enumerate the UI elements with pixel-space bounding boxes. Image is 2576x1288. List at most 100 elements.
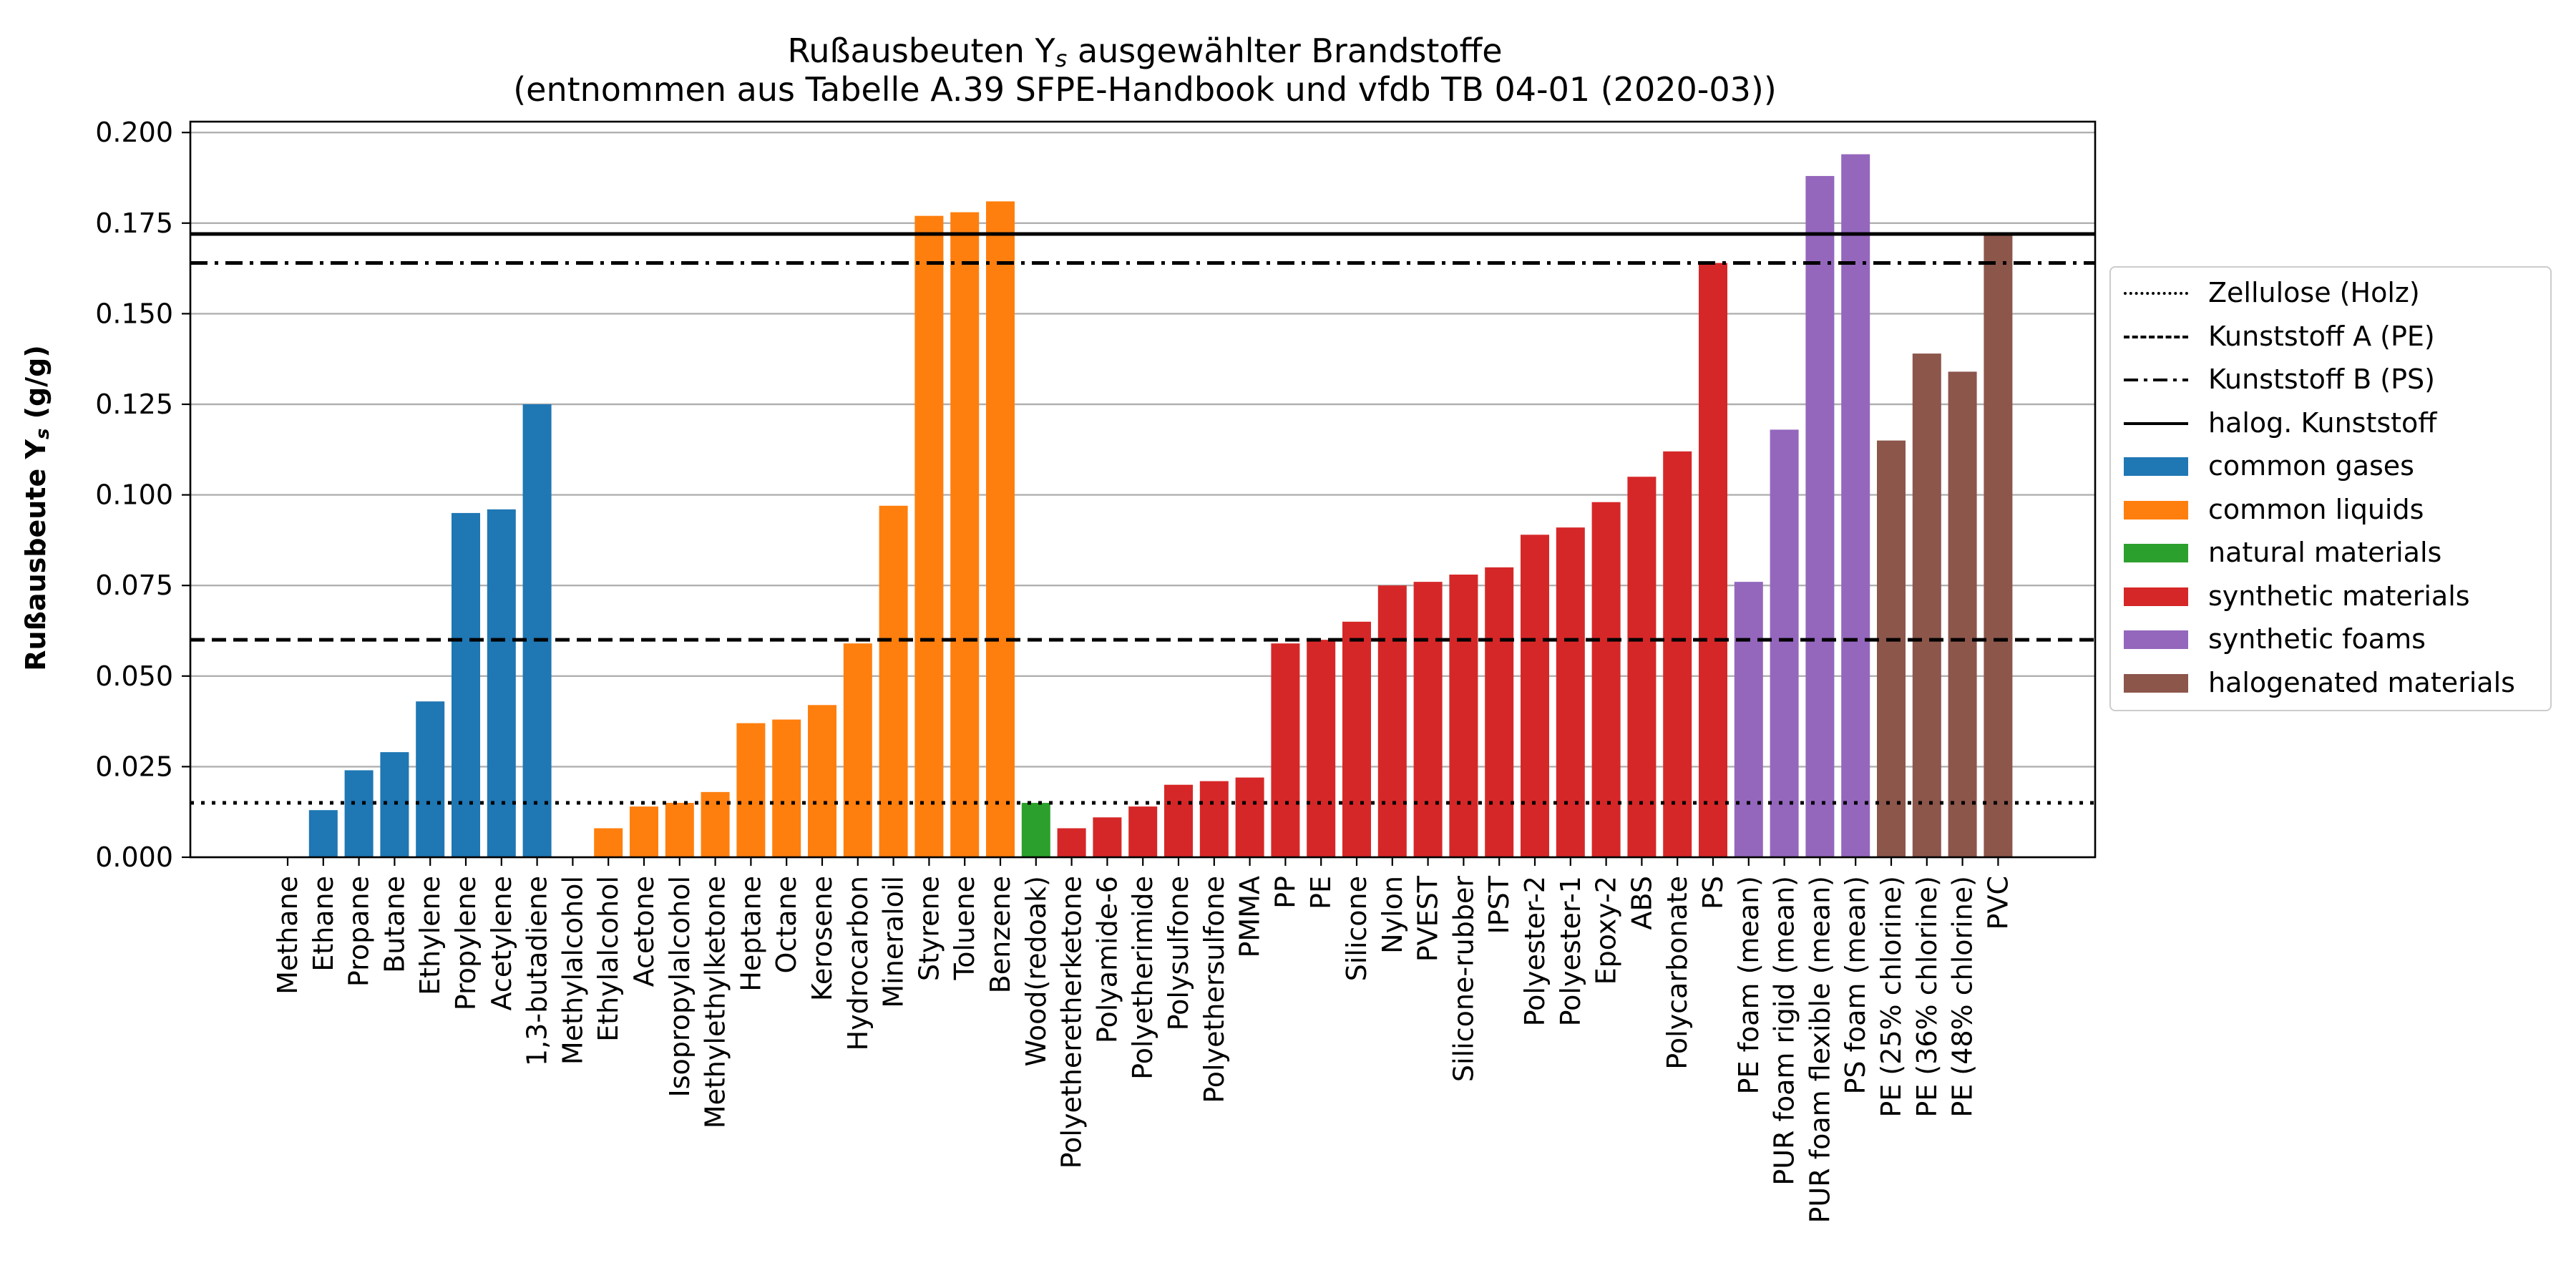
bar	[487, 509, 516, 857]
x-tick-label: PE (36% chlorine)	[1911, 876, 1943, 1118]
bar	[1164, 784, 1193, 857]
legend-entry: Kunststoff B (PS)	[2111, 361, 2550, 397]
legend-entry: synthetic materials	[2111, 578, 2550, 614]
bar	[1199, 781, 1229, 857]
x-tick-label: PUR foam flexible (mean)	[1804, 876, 1835, 1223]
bar	[1128, 806, 1158, 857]
y-tick-label: 0.025	[95, 751, 173, 782]
x-tick-label: Polyetherimide	[1127, 876, 1158, 1080]
legend-line-sample	[2124, 292, 2188, 295]
bar	[1948, 371, 1977, 857]
x-tick-label: Mineraloil	[878, 876, 909, 1008]
bar	[416, 701, 445, 857]
bar	[665, 803, 694, 857]
bar	[843, 643, 872, 857]
legend-label: halog. Kunststoff	[2208, 406, 2437, 439]
x-tick-label: Butane	[379, 876, 410, 973]
bar	[1805, 175, 1835, 858]
bar	[1235, 777, 1264, 857]
bar	[522, 404, 552, 857]
x-tick-label: Ethane	[308, 876, 339, 972]
bar	[879, 505, 908, 857]
legend-entry: common liquids	[2111, 492, 2550, 527]
bar	[1877, 440, 1906, 857]
y-tick-label: 0.150	[95, 298, 173, 329]
bar	[1449, 575, 1478, 857]
x-tick-label: Kerosene	[806, 876, 838, 1001]
bar	[1627, 477, 1657, 857]
x-tick-label: Polyamide-6	[1091, 876, 1123, 1043]
bar	[1377, 585, 1407, 857]
bar	[986, 201, 1015, 857]
x-tick-label: Isopropylalcohol	[664, 876, 696, 1097]
x-tick-label: PUR foam rigid (mean)	[1769, 876, 1800, 1186]
legend-label: common gases	[2208, 450, 2414, 482]
legend-entry: common gases	[2111, 448, 2550, 484]
bar	[736, 723, 766, 857]
x-tick-label: PS	[1697, 876, 1729, 909]
bar	[308, 810, 338, 857]
x-tick-label: PE foam (mean)	[1733, 876, 1765, 1094]
bar	[1591, 502, 1621, 857]
bar	[1057, 828, 1086, 857]
bar	[344, 770, 374, 857]
chart-title-line1: Rußausbeuten Ys ausgewählter Brandstoffe	[787, 31, 1503, 72]
y-tick-label: 0.000	[95, 841, 173, 873]
x-tick-label: PP	[1269, 876, 1301, 909]
x-tick-label: PE	[1305, 876, 1337, 909]
bar	[1912, 353, 1941, 857]
bar	[950, 212, 980, 858]
x-tick-label: ABS	[1626, 876, 1657, 930]
x-tick-label: Heptane	[735, 876, 766, 992]
x-tick-label: IPST	[1483, 875, 1515, 934]
bar	[630, 806, 658, 857]
bar	[380, 752, 409, 857]
bar	[594, 828, 623, 857]
y-tick-label: 0.050	[95, 660, 173, 692]
x-tick-label: Hydrocarbon	[842, 876, 874, 1050]
x-tick-label: Benzene	[985, 876, 1016, 993]
chart-title-line2: (entnommen aus Tabelle A.39 SFPE-Handboo…	[513, 70, 1777, 109]
bar	[1841, 154, 1870, 857]
bar	[1021, 803, 1050, 857]
x-tick-label: 1,3-butadiene	[522, 876, 553, 1066]
legend-swatch	[2124, 544, 2188, 562]
bar	[1342, 621, 1371, 857]
x-tick-label: Nylon	[1377, 876, 1408, 954]
x-tick-label: Styrene	[913, 876, 945, 981]
legend-line-sample	[2124, 379, 2188, 381]
legend-entry: halogenated materials	[2111, 665, 2550, 701]
bar	[1521, 535, 1549, 857]
legend-swatch	[2124, 587, 2188, 606]
legend-label: Zellulose (Holz)	[2208, 277, 2420, 308]
x-tick-label: PMMA	[1234, 876, 1266, 957]
x-tick-label: PE (48% chlorine)	[1947, 876, 1979, 1118]
x-tick-label: Wood(redoak)	[1020, 876, 1052, 1066]
x-tick-label: PVC	[1982, 876, 2014, 930]
legend-label: natural materials	[2208, 537, 2442, 568]
x-tick-label: Toluene	[949, 876, 980, 981]
bar	[808, 705, 836, 857]
x-tick-label: Polyethersulfone	[1199, 876, 1230, 1103]
x-tick-label: Polyetheretherketone	[1056, 876, 1088, 1169]
x-tick-label: Silicone-rubber	[1448, 876, 1479, 1082]
bar	[452, 512, 480, 857]
y-tick-label: 0.100	[95, 479, 173, 511]
y-tick-label: 0.075	[95, 570, 173, 601]
x-tick-label: PS foam (mean)	[1840, 876, 1871, 1095]
legend-swatch	[2124, 500, 2188, 519]
x-tick-label: Methane	[272, 876, 303, 995]
x-tick-label: PVEST	[1413, 875, 1444, 962]
x-tick-label: Polyester-2	[1519, 876, 1551, 1026]
x-tick-label: Propane	[343, 876, 375, 987]
legend-line-sample	[2124, 335, 2188, 338]
bar	[772, 719, 801, 857]
legend-swatch	[2124, 630, 2188, 649]
bar	[1556, 527, 1585, 857]
bar	[1413, 582, 1443, 857]
legend-label: synthetic foams	[2208, 623, 2426, 655]
bar	[914, 215, 944, 857]
bar	[1699, 263, 1727, 857]
x-tick-label: Polycarbonate	[1662, 876, 1693, 1070]
